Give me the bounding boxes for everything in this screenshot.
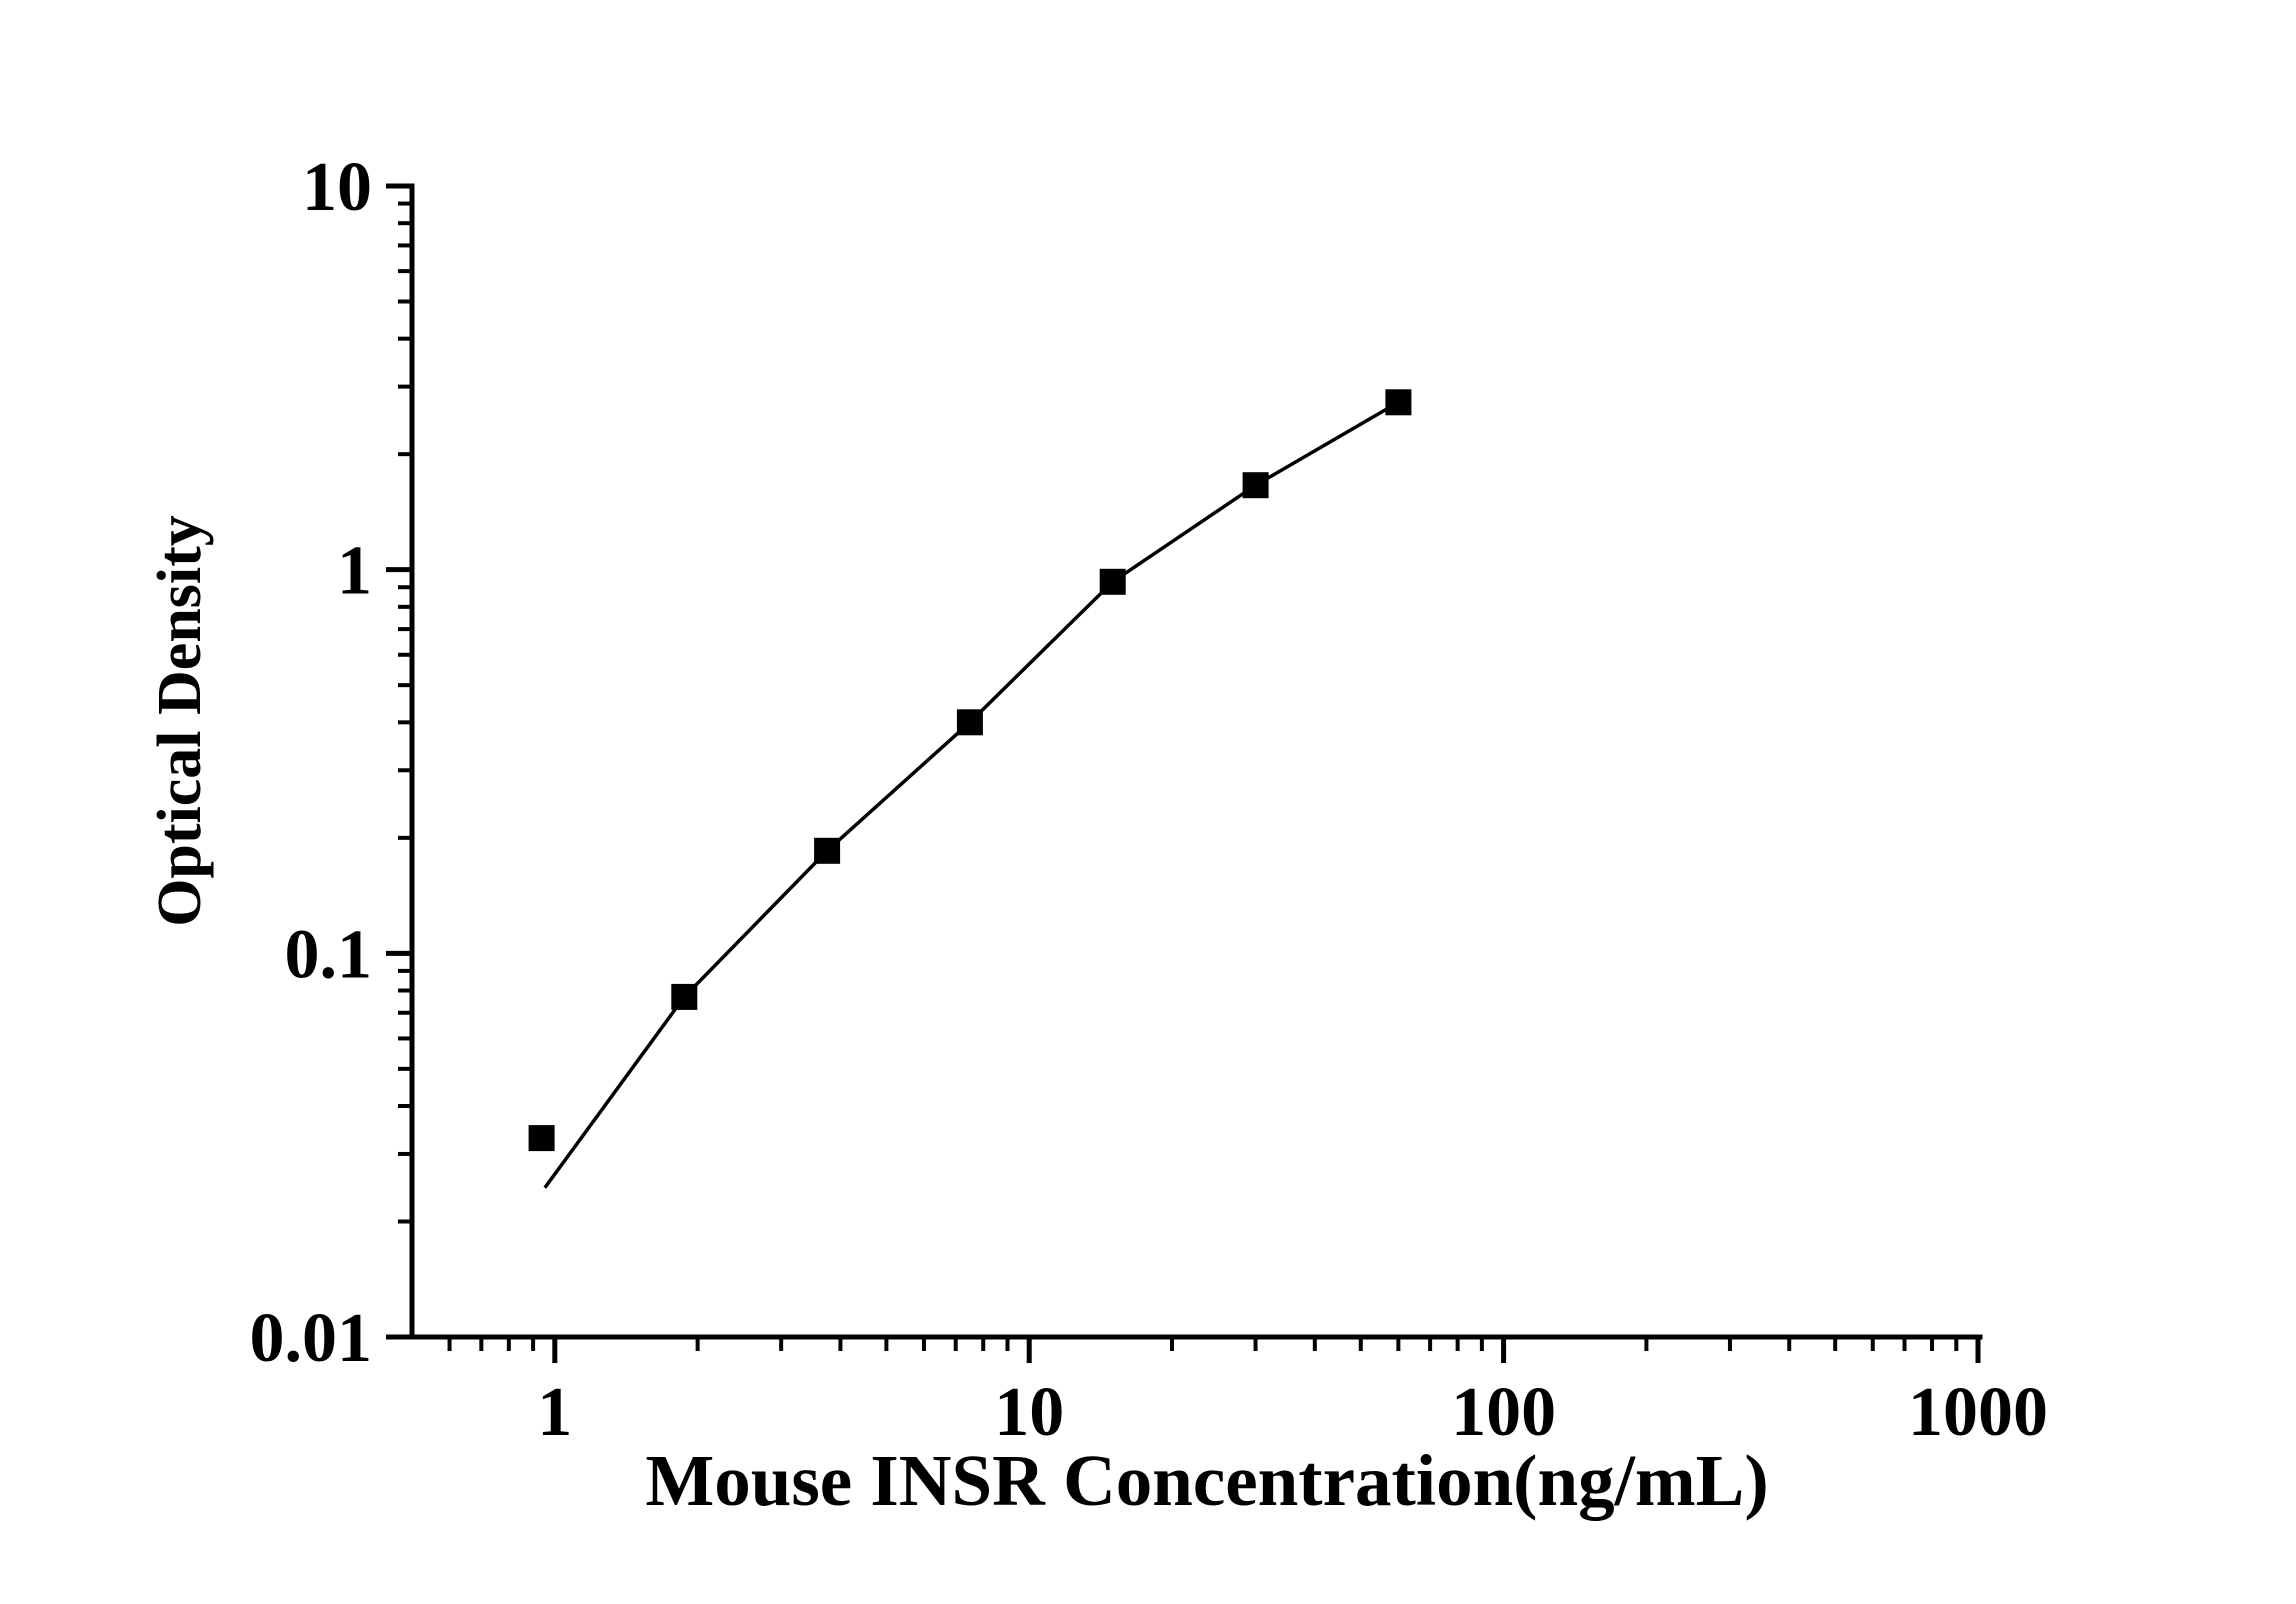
axis-frame — [409, 183, 1983, 1340]
fitted-curve-line — [543, 400, 1400, 1189]
y-axis-minor-ticks — [398, 201, 412, 1224]
data-point-marker — [1242, 472, 1269, 499]
data-point-marker — [671, 983, 698, 1010]
y-tick-label: 10 — [302, 149, 372, 226]
x-axis-tick-labels: 1 10 100 1000 — [537, 1374, 2048, 1451]
x-axis-title: Mouse INSR Concentration(ng/mL) — [645, 1440, 1768, 1521]
y-axis-major-ticks — [386, 183, 412, 1340]
data-point-markers — [528, 389, 1412, 1152]
x-tick-label: 1000 — [1908, 1374, 2048, 1451]
y-axis-title: Optical Density — [146, 515, 214, 927]
x-axis-major-ticks — [552, 1337, 1981, 1363]
x-tick-label: 1 — [537, 1374, 572, 1451]
y-tick-label: 0.1 — [285, 916, 373, 993]
data-point-marker — [528, 1125, 555, 1152]
x-tick-label: 100 — [1451, 1374, 1556, 1451]
data-point-marker — [1099, 568, 1126, 595]
data-point-marker — [1385, 389, 1412, 416]
data-point-marker — [956, 709, 983, 736]
y-tick-label: 1 — [337, 533, 372, 610]
y-axis-tick-labels: 0.01 0.1 1 10 — [250, 149, 373, 1377]
y-tick-label: 0.01 — [250, 1300, 373, 1377]
x-tick-label: 10 — [994, 1374, 1064, 1451]
plot-area — [528, 389, 1412, 1189]
data-point-marker — [814, 837, 841, 864]
x-axis-minor-ticks — [447, 1337, 1959, 1351]
